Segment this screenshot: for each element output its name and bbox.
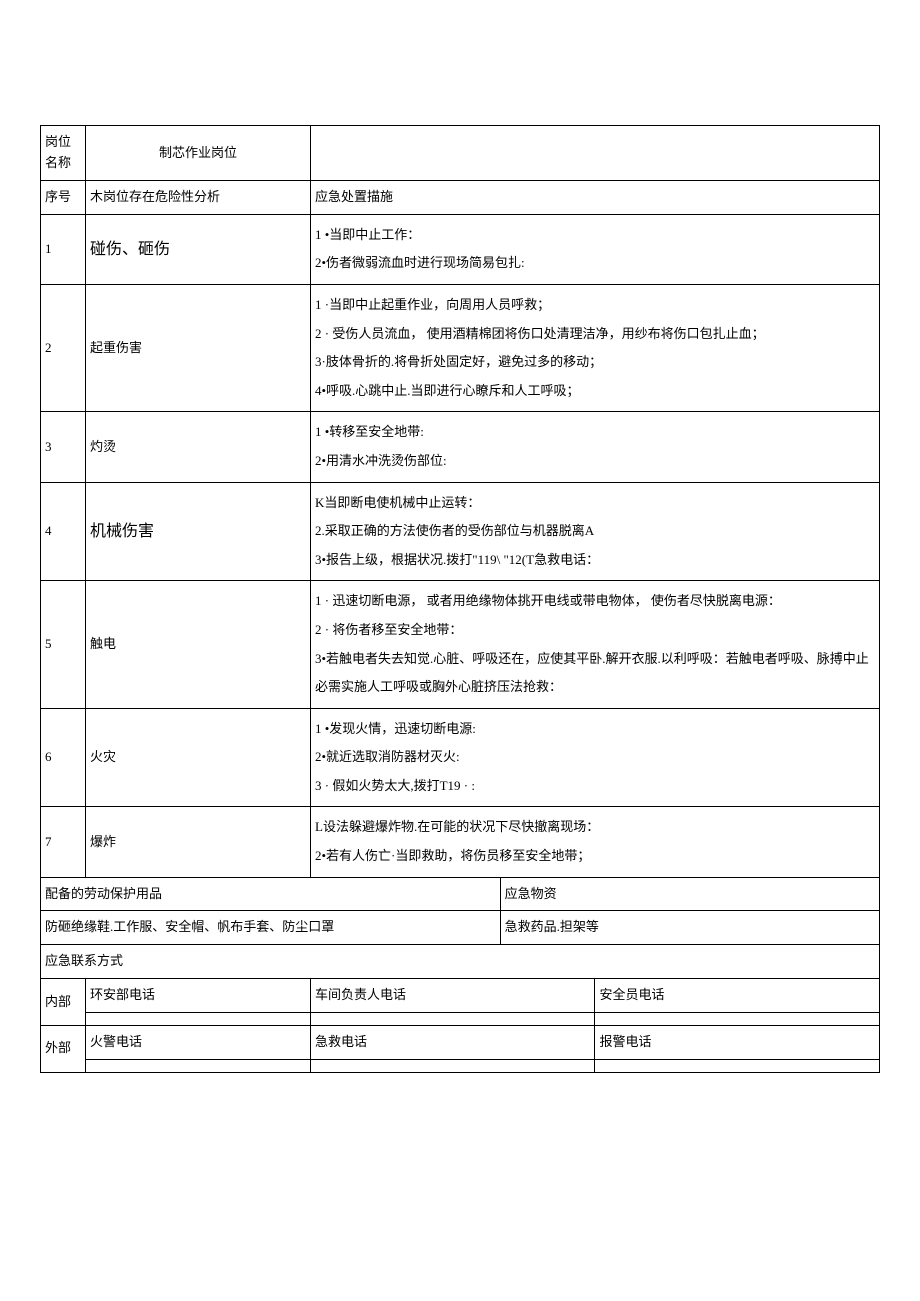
table-row: 7 爆炸 L设法躲避爆炸物.在可能的状况下尽快撤离现场：2•若有人伤亡·当即救助… — [41, 807, 880, 877]
seq-cell: 5 — [41, 581, 86, 708]
equipment-header-row: 配备的劳动保护用品 应急物资 — [41, 877, 880, 911]
table-row: 2 起重伤害 1 ·当即中止起重作业，向周用人员呼救；2 · 受伤人员流血， 使… — [41, 284, 880, 411]
position-value: 制芯作业岗位 — [86, 126, 311, 181]
internal-val2 — [311, 1012, 595, 1025]
table-row: 3 灼烫 1 •转移至安全地带:2•用清水冲洗烫伤部位: — [41, 412, 880, 482]
risk-header: 木岗位存在危险性分析 — [86, 181, 311, 215]
internal-col2: 车间负责人电话 — [311, 979, 595, 1013]
measure-cell: 1 · 迅速切断电源， 或者用绝缘物体挑开电线或带电物体， 使伤者尽快脱离电源：… — [311, 581, 880, 708]
seq-cell: 2 — [41, 284, 86, 411]
supply-value: 急救药品.担架等 — [500, 911, 879, 945]
table-row: 6 火灾 1 •发现火情，迅速切断电源:2•就近选取消防器材灭火:3 · 假如火… — [41, 708, 880, 807]
column-header-row: 序号 木岗位存在危险性分析 应急处置描施 — [41, 181, 880, 215]
ppe-value: 防砸绝缘鞋.工作服、安全帽、帆布手套、防尘口罩 — [41, 911, 501, 945]
contact-title: 应急联系方式 — [41, 945, 880, 979]
external-val1 — [86, 1059, 311, 1072]
risk-cell: 爆炸 — [86, 807, 311, 877]
measure-header: 应急处置描施 — [311, 181, 880, 215]
external-col1: 火警电话 — [86, 1025, 311, 1059]
seq-cell: 6 — [41, 708, 86, 807]
seq-cell: 7 — [41, 807, 86, 877]
risk-cell: 起重伤害 — [86, 284, 311, 411]
emergency-response-table: 岗位名称 制芯作业岗位 序号 木岗位存在危险性分析 应急处置描施 1 碰伤、砸伤… — [40, 125, 880, 1073]
internal-col1: 环安部电话 — [86, 979, 311, 1013]
external-contact-header: 外部 火警电话 急救电话 报警电话 — [41, 1025, 880, 1059]
external-col3: 报警电话 — [595, 1025, 880, 1059]
table-row: 1 碰伤、砸伤 1 •当即中止工作：2•伤者微弱流血时进行现场简易包扎: — [41, 214, 880, 284]
measure-cell: 1 •发现火情，迅速切断电源:2•就近选取消防器材灭火:3 · 假如火势太大,拨… — [311, 708, 880, 807]
seq-cell: 3 — [41, 412, 86, 482]
seq-header: 序号 — [41, 181, 86, 215]
measure-cell: K当即断电使机械中止运转：2.采取正确的方法使伤者的受伤部位与机器脱离A3•报告… — [311, 482, 880, 581]
measure-cell: L设法躲避爆炸物.在可能的状况下尽快撤离现场：2•若有人伤亡·当即救助，将伤员移… — [311, 807, 880, 877]
internal-label: 内部 — [41, 979, 86, 1026]
measure-cell: 1 •当即中止工作：2•伤者微弱流血时进行现场简易包扎: — [311, 214, 880, 284]
internal-contact-header: 内部 环安部电话 车间负责人电话 安全员电话 — [41, 979, 880, 1013]
internal-contact-values — [41, 1012, 880, 1025]
internal-val3 — [595, 1012, 880, 1025]
empty-cell — [311, 126, 880, 181]
external-contact-values — [41, 1059, 880, 1072]
internal-col3: 安全员电话 — [595, 979, 880, 1013]
risk-cell: 机械伤害 — [86, 482, 311, 581]
seq-cell: 1 — [41, 214, 86, 284]
risk-cell: 碰伤、砸伤 — [86, 214, 311, 284]
external-label: 外部 — [41, 1025, 86, 1072]
risk-cell: 灼烫 — [86, 412, 311, 482]
risk-cell: 触电 — [86, 581, 311, 708]
external-col2: 急救电话 — [311, 1025, 595, 1059]
ppe-label: 配备的劳动保护用品 — [41, 877, 501, 911]
internal-val1 — [86, 1012, 311, 1025]
seq-cell: 4 — [41, 482, 86, 581]
supply-label: 应急物资 — [500, 877, 879, 911]
measure-cell: 1 ·当即中止起重作业，向周用人员呼救；2 · 受伤人员流血， 使用酒精棉团将伤… — [311, 284, 880, 411]
contact-title-row: 应急联系方式 — [41, 945, 880, 979]
external-val3 — [595, 1059, 880, 1072]
measure-cell: 1 •转移至安全地带:2•用清水冲洗烫伤部位: — [311, 412, 880, 482]
table-row: 4 机械伤害 K当即断电使机械中止运转：2.采取正确的方法使伤者的受伤部位与机器… — [41, 482, 880, 581]
position-row: 岗位名称 制芯作业岗位 — [41, 126, 880, 181]
equipment-value-row: 防砸绝缘鞋.工作服、安全帽、帆布手套、防尘口罩 急救药品.担架等 — [41, 911, 880, 945]
external-val2 — [311, 1059, 595, 1072]
risk-cell: 火灾 — [86, 708, 311, 807]
table-row: 5 触电 1 · 迅速切断电源， 或者用绝缘物体挑开电线或带电物体， 使伤者尽快… — [41, 581, 880, 708]
position-label: 岗位名称 — [41, 126, 86, 181]
